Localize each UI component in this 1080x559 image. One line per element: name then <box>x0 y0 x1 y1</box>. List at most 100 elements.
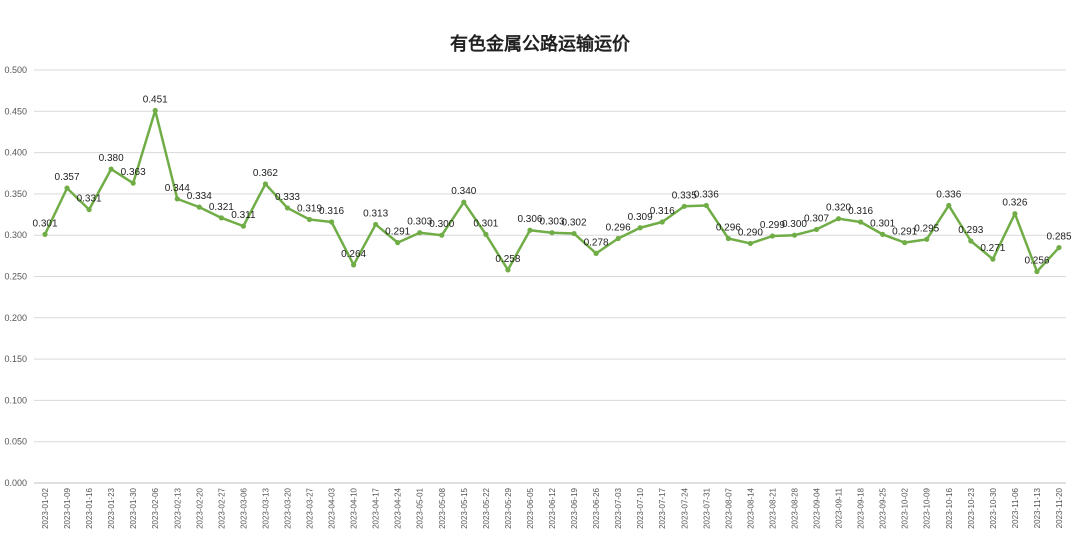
data-label: 0.301 <box>473 218 498 229</box>
data-label: 0.316 <box>650 206 675 217</box>
data-label: 0.278 <box>584 237 609 248</box>
x-tick-label: 2023-03-20 <box>283 487 292 528</box>
x-tick-label: 2023-10-23 <box>967 487 976 528</box>
chart-title: 有色金属公路运输运价 <box>450 34 630 55</box>
data-point <box>42 231 48 237</box>
data-point <box>196 204 202 210</box>
x-tick-label: 2023-02-06 <box>151 487 160 528</box>
x-tick-label: 2023-08-21 <box>768 487 777 528</box>
data-point <box>64 185 70 191</box>
data-label: 0.313 <box>363 208 388 219</box>
data-label: 0.451 <box>143 94 168 105</box>
data-point <box>351 262 357 268</box>
data-point <box>1034 268 1040 275</box>
data-point <box>152 107 158 114</box>
data-point <box>769 233 776 239</box>
data-label: 0.303 <box>407 217 432 228</box>
data-point <box>571 230 577 237</box>
data-point <box>681 203 687 209</box>
data-point <box>373 221 379 228</box>
x-tick-label: 2023-10-30 <box>989 487 998 528</box>
x-tick-label: 2023-07-31 <box>702 487 711 528</box>
data-point <box>946 202 952 209</box>
data-point <box>924 236 930 242</box>
data-label: 0.301 <box>32 218 57 229</box>
data-label: 0.362 <box>253 168 278 179</box>
data-label: 0.331 <box>77 194 102 205</box>
data-point <box>174 196 180 202</box>
y-tick-label: 0.500 <box>4 65 27 75</box>
x-tick-label: 2023-06-12 <box>548 487 557 528</box>
data-point <box>483 231 489 237</box>
data-label: 0.290 <box>738 227 763 238</box>
y-tick-label: 0.250 <box>4 272 27 282</box>
data-point <box>835 216 842 222</box>
data-label: 0.336 <box>936 189 961 200</box>
data-point <box>306 216 313 223</box>
data-point <box>417 230 423 236</box>
data-point <box>108 166 114 172</box>
data-label: 0.258 <box>495 254 520 265</box>
data-point <box>593 250 599 256</box>
x-tick-label: 2023-08-28 <box>790 487 799 528</box>
data-label: 0.380 <box>99 153 124 164</box>
x-tick-label: 2023-04-10 <box>350 487 359 528</box>
data-point <box>1056 244 1062 251</box>
data-label: 0.336 <box>694 189 719 200</box>
x-tick-label: 2023-05-22 <box>482 487 491 528</box>
x-tick-label: 2023-04-24 <box>394 487 403 528</box>
data-label: 0.307 <box>804 213 829 224</box>
data-point <box>527 227 533 233</box>
data-point <box>86 206 92 213</box>
data-point <box>505 267 511 273</box>
data-point <box>549 230 555 236</box>
data-label: 0.335 <box>672 190 697 201</box>
data-label: 0.319 <box>297 204 322 215</box>
x-tick-label: 2023-10-02 <box>901 487 910 528</box>
y-tick-label: 0.150 <box>4 354 27 364</box>
data-label: 0.316 <box>848 206 873 217</box>
x-tick-label: 2023-08-07 <box>724 487 733 528</box>
x-tick-label: 2023-04-03 <box>328 487 337 528</box>
data-label: 0.291 <box>385 227 410 238</box>
x-tick-label: 2023-06-19 <box>570 487 579 528</box>
y-tick-label: 0.400 <box>4 148 27 158</box>
data-point <box>615 235 621 242</box>
data-label: 0.293 <box>958 225 983 236</box>
y-tick-label: 0.350 <box>4 189 27 199</box>
y-tick-label: 0.450 <box>4 106 27 116</box>
x-tick-label: 2023-07-03 <box>614 487 623 528</box>
x-tick-label: 2023-01-16 <box>85 487 94 528</box>
x-tick-label: 2023-03-27 <box>306 487 315 528</box>
data-label: 0.333 <box>275 192 300 203</box>
x-tick-label: 2023-06-26 <box>592 487 601 528</box>
x-tick-label: 2023-01-09 <box>63 487 72 528</box>
data-point <box>990 256 996 262</box>
data-label: 0.295 <box>914 223 939 234</box>
data-point <box>328 219 335 225</box>
x-tick-label: 2023-01-30 <box>129 487 138 528</box>
x-tick-label: 2023-05-29 <box>504 487 513 528</box>
data-label: 0.302 <box>562 218 587 229</box>
y-tick-label: 0.100 <box>4 395 27 405</box>
x-tick-label: 2023-11-13 <box>1033 487 1042 528</box>
x-tick-label: 2023-04-17 <box>372 487 381 528</box>
y-tick-label: 0.300 <box>4 230 27 240</box>
x-tick-label: 2023-07-24 <box>680 487 689 528</box>
x-tick-label: 2023-01-02 <box>41 487 50 528</box>
data-label: 0.296 <box>606 223 631 234</box>
data-label: 0.264 <box>341 249 366 260</box>
data-point <box>395 240 401 246</box>
data-label: 0.256 <box>1024 256 1049 267</box>
x-tick-label: 2023-07-17 <box>658 487 667 528</box>
x-tick-label: 2023-05-08 <box>438 487 447 528</box>
x-tick-label: 2023-10-09 <box>923 487 932 528</box>
data-label: 0.309 <box>628 212 653 223</box>
data-label: 0.321 <box>209 202 234 213</box>
x-tick-label: 2023-10-16 <box>945 487 954 528</box>
x-tick-label: 2023-02-13 <box>173 487 182 528</box>
data-label: 0.311 <box>231 210 256 221</box>
data-point <box>240 223 246 229</box>
data-label: 0.340 <box>451 186 476 197</box>
